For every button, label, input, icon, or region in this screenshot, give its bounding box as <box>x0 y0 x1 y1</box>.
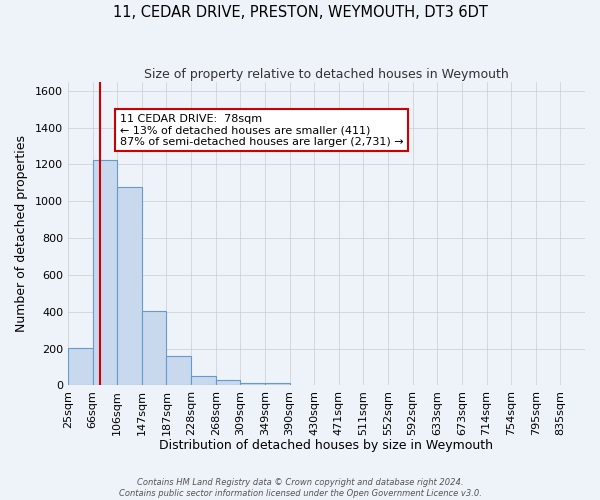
Bar <box>92 160 117 386</box>
Text: 11 CEDAR DRIVE:  78sqm
← 13% of detached houses are smaller (411)
87% of semi-de: 11 CEDAR DRIVE: 78sqm ← 13% of detached … <box>119 114 403 147</box>
Text: Contains HM Land Registry data © Crown copyright and database right 2024.
Contai: Contains HM Land Registry data © Crown c… <box>119 478 481 498</box>
Y-axis label: Number of detached properties: Number of detached properties <box>15 135 28 332</box>
Text: 11, CEDAR DRIVE, PRESTON, WEYMOUTH, DT3 6DT: 11, CEDAR DRIVE, PRESTON, WEYMOUTH, DT3 … <box>113 5 487 20</box>
Bar <box>191 376 215 386</box>
Bar <box>265 382 290 386</box>
Bar <box>142 311 166 386</box>
X-axis label: Distribution of detached houses by size in Weymouth: Distribution of detached houses by size … <box>160 440 493 452</box>
Bar <box>166 356 191 386</box>
Bar <box>117 188 142 386</box>
Bar <box>68 348 92 386</box>
Bar <box>240 382 265 386</box>
Bar <box>215 380 240 386</box>
Title: Size of property relative to detached houses in Weymouth: Size of property relative to detached ho… <box>144 68 509 80</box>
